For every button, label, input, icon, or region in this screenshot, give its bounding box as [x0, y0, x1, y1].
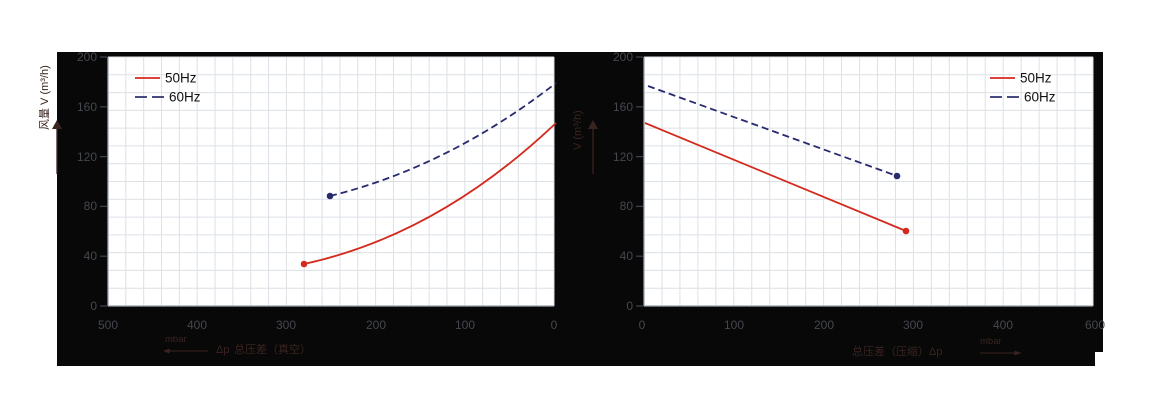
svg-text:50Hz: 50Hz [165, 71, 197, 86]
svg-text:总压差（压缩）Δp: 总压差（压缩）Δp [852, 344, 942, 358]
svg-text:60Hz: 60Hz [169, 90, 201, 105]
svg-text:60Hz: 60Hz [1024, 90, 1056, 105]
svg-text:Δp: Δp [216, 344, 229, 356]
svg-text:50Hz: 50Hz [1020, 71, 1052, 86]
svg-text:mbar: mbar [980, 336, 1002, 347]
svg-text:mbar: mbar [165, 334, 187, 345]
svg-text:总压差（真空）: 总压差（真空） [234, 342, 311, 356]
